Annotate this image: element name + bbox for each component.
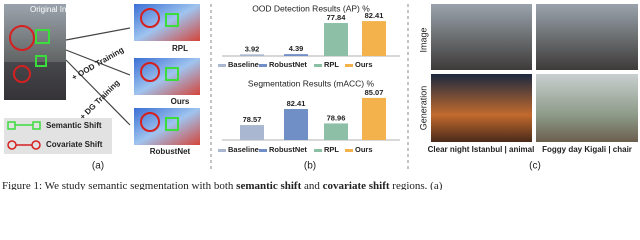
bar bbox=[240, 125, 264, 140]
legend-swatch bbox=[345, 64, 353, 67]
semantic-marker bbox=[35, 29, 50, 44]
legend-icon bbox=[32, 121, 41, 130]
panel-b: (b) OOD Detection Results (AP) % 3.92 Base… bbox=[218, 3, 400, 172]
panel-tag: (b) bbox=[304, 161, 316, 172]
row-label: Image bbox=[418, 27, 428, 52]
bar bbox=[362, 21, 386, 57]
image bbox=[431, 4, 532, 70]
legend-swatch bbox=[314, 64, 322, 67]
arrow bbox=[65, 59, 131, 126]
bar bbox=[324, 123, 348, 140]
legend-label: Baseline bbox=[228, 60, 259, 69]
value-label: 77.84 bbox=[327, 13, 347, 22]
bar bbox=[284, 109, 308, 140]
original-label: Original Image bbox=[30, 5, 83, 14]
bar bbox=[240, 54, 264, 56]
caption-part: and bbox=[301, 180, 322, 190]
caption-part: covariate shift bbox=[323, 180, 390, 190]
figure: Original Image + OOD Training + DG Train… bbox=[2, 3, 638, 190]
covariate-marker bbox=[9, 25, 35, 51]
semantic-marker bbox=[165, 67, 179, 81]
caption-part: Figure 1: We study semantic segmentation… bbox=[2, 180, 236, 190]
panel-c: Image Generation Clear night Istanbul | … bbox=[418, 4, 638, 172]
value-label: 3.92 bbox=[245, 44, 260, 53]
legend-label: RPL bbox=[324, 60, 339, 69]
legend-label: Covariate Shift bbox=[46, 140, 103, 149]
legend-label: Ours bbox=[355, 60, 373, 69]
bar bbox=[324, 23, 348, 56]
legend-label: Semantic Shift bbox=[46, 121, 102, 130]
chart-title: Segmentation Results (mACC) % bbox=[248, 78, 375, 88]
legend-label: RobustNet bbox=[269, 145, 307, 154]
caption-part: regions. (a) bbox=[390, 180, 443, 190]
covariate-marker bbox=[140, 8, 160, 28]
generated-image bbox=[536, 74, 638, 142]
semantic-marker bbox=[165, 117, 179, 131]
panel-tag: (a) bbox=[92, 161, 104, 172]
bar bbox=[362, 97, 386, 140]
arrow bbox=[65, 49, 131, 76]
dg-training-label: + DG Training bbox=[78, 78, 121, 121]
legend-label: Baseline bbox=[228, 145, 259, 154]
result-label: RPL bbox=[172, 44, 188, 53]
image-caption: Clear night Istanbul | animal bbox=[428, 145, 535, 154]
legend-label: Ours bbox=[355, 145, 373, 154]
legend-swatch bbox=[314, 149, 322, 152]
caption-part: semantic shift bbox=[236, 180, 301, 190]
legend-box bbox=[4, 118, 112, 154]
covariate-marker bbox=[140, 62, 160, 82]
legend-swatch bbox=[218, 64, 226, 67]
covariate-marker bbox=[13, 65, 31, 83]
value-label: 82.41 bbox=[287, 99, 306, 108]
image bbox=[536, 4, 638, 70]
result-label: Ours bbox=[171, 97, 190, 106]
value-label: 85.07 bbox=[365, 88, 384, 97]
figure-caption: Figure 1: We study semantic segmentation… bbox=[2, 180, 443, 190]
value-label: 82.41 bbox=[365, 11, 384, 20]
bar bbox=[284, 54, 308, 56]
legend-swatch bbox=[259, 149, 267, 152]
value-label: 78.57 bbox=[243, 115, 262, 124]
semantic-marker bbox=[35, 55, 47, 67]
panel-tag: (c) bbox=[529, 161, 541, 172]
covariate-marker bbox=[140, 112, 160, 132]
chart-title: OOD Detection Results (AP) % bbox=[252, 3, 370, 13]
image-road bbox=[4, 62, 66, 100]
result-label: RobustNet bbox=[150, 147, 191, 156]
ood-training-label: + OOD Training bbox=[70, 45, 125, 82]
legend-icon bbox=[31, 140, 41, 150]
legend-swatch bbox=[259, 64, 267, 67]
legend-swatch bbox=[345, 149, 353, 152]
semantic-marker bbox=[165, 13, 179, 27]
value-label: 78.96 bbox=[327, 113, 346, 122]
value-label: 4.39 bbox=[289, 44, 304, 53]
arrow bbox=[65, 27, 131, 41]
legend-swatch bbox=[218, 149, 226, 152]
image-caption: Foggy day Kigali | chair bbox=[542, 145, 632, 154]
generated-image bbox=[431, 74, 532, 142]
panel-a: Original Image + OOD Training + DG Train… bbox=[4, 4, 200, 172]
legend-label: RobustNet bbox=[269, 60, 307, 69]
row-label: Generation bbox=[418, 86, 428, 131]
legend-label: RPL bbox=[324, 145, 339, 154]
